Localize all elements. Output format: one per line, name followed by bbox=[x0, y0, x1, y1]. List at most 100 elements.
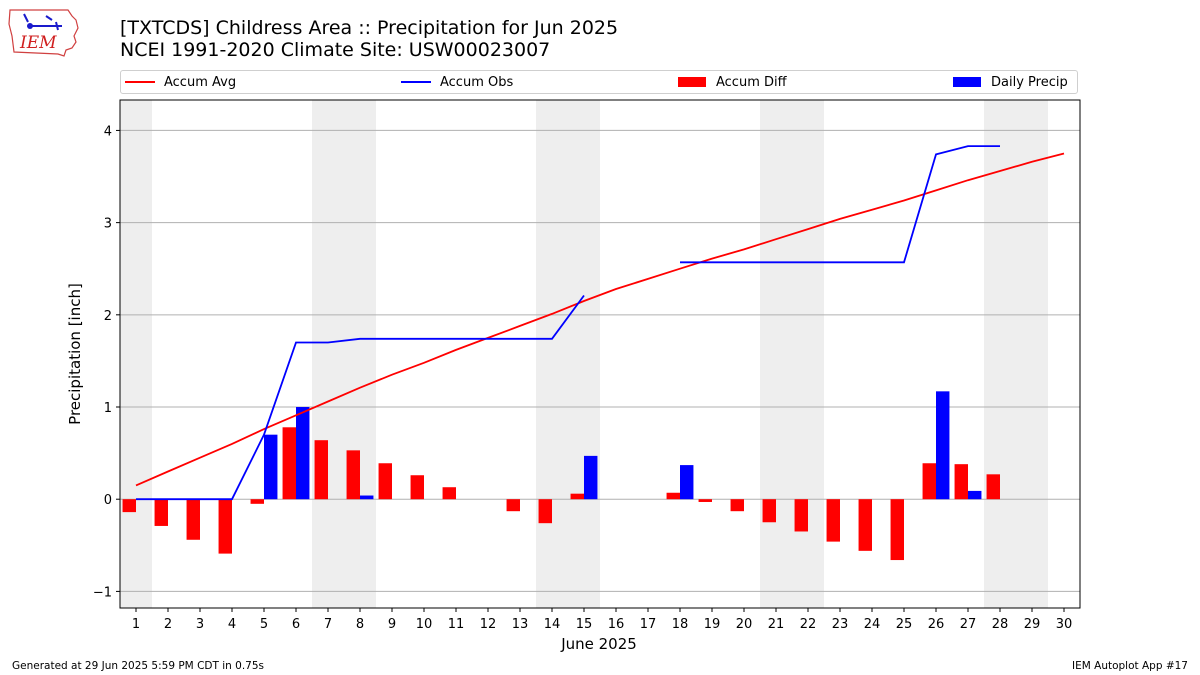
y-tick-label: 3 bbox=[104, 217, 112, 232]
line-accum-obs bbox=[680, 145, 1000, 264]
footer-generated-info: Generated at 29 Jun 2025 5:59 PM CDT in … bbox=[12, 660, 265, 672]
legend-label-accum-obs: Accum Obs bbox=[440, 74, 514, 90]
bar-accum-diff bbox=[282, 427, 296, 500]
bar-accum-diff bbox=[890, 499, 904, 561]
x-tick-label: 15 bbox=[576, 617, 593, 632]
x-tick-label: 16 bbox=[608, 617, 625, 632]
bar-accum-diff bbox=[442, 487, 456, 500]
legend-label-daily-precip: Daily Precip bbox=[991, 74, 1068, 90]
bar-daily-precip bbox=[360, 495, 374, 500]
bar-accum-diff bbox=[570, 493, 584, 500]
bar-accum-diff bbox=[826, 499, 840, 542]
bar-accum-diff bbox=[218, 499, 232, 554]
x-tick-label: 19 bbox=[704, 617, 721, 632]
legend-label-accum-avg: Accum Avg bbox=[164, 74, 237, 90]
bar-accum-diff bbox=[986, 474, 1000, 500]
y-tick-label: 1 bbox=[104, 401, 112, 416]
x-tick-label: 1 bbox=[132, 617, 140, 632]
legend-swatch-accum-avg bbox=[125, 81, 155, 83]
weekend-band-0 bbox=[120, 100, 152, 608]
legend-swatch-accum-obs bbox=[401, 81, 431, 83]
legend-swatch-daily-precip bbox=[953, 77, 981, 87]
y-tick-label: 4 bbox=[104, 124, 112, 139]
bar-accum-diff bbox=[730, 499, 744, 512]
x-tick-label: 8 bbox=[356, 617, 364, 632]
bar-accum-diff bbox=[506, 499, 520, 512]
legend-item-accum-obs: Accum Obs bbox=[401, 71, 513, 93]
x-tick-label: 9 bbox=[388, 617, 396, 632]
x-tick-label: 7 bbox=[324, 617, 332, 632]
weekend-shading bbox=[120, 100, 1048, 608]
x-tick-label: 10 bbox=[416, 617, 433, 632]
x-tick-label: 4 bbox=[228, 617, 236, 632]
x-tick-label: 22 bbox=[800, 617, 817, 632]
bar-accum-diff bbox=[858, 499, 872, 551]
bar-accum-diff bbox=[186, 499, 200, 540]
legend-label-accum-diff: Accum Diff bbox=[716, 74, 787, 90]
logo-text: IEM bbox=[19, 33, 57, 53]
x-tick-label: 25 bbox=[896, 617, 913, 632]
bar-daily-precip bbox=[936, 391, 950, 500]
x-tick-label: 29 bbox=[1024, 617, 1041, 632]
line-accum-avg bbox=[135, 152, 1065, 487]
bar-accum-diff bbox=[922, 463, 936, 500]
iem-logo: IEM bbox=[8, 9, 79, 57]
y-tick-label: 0 bbox=[104, 493, 112, 508]
footer-app-info: IEM Autoplot App #17 bbox=[1072, 660, 1188, 672]
bar-accum-diff bbox=[410, 475, 424, 500]
x-tick-label: 2 bbox=[164, 617, 172, 632]
x-tick-label: 18 bbox=[672, 617, 689, 632]
bar-daily-precip bbox=[680, 465, 694, 500]
bar-daily-precip bbox=[968, 490, 982, 500]
iowa-outline-shape bbox=[8, 9, 79, 57]
bar-accum-diff bbox=[698, 499, 712, 502]
bar-accum-diff bbox=[794, 499, 808, 532]
bar-accum-diff bbox=[666, 492, 680, 500]
legend: Accum Avg Accum Obs Accum Diff Daily Pre… bbox=[120, 70, 1078, 94]
x-tick-label: 5 bbox=[260, 617, 268, 632]
x-tick-label: 26 bbox=[928, 617, 945, 632]
weekend-band-2 bbox=[536, 100, 600, 608]
x-tick-label: 21 bbox=[768, 617, 785, 632]
bar-accum-diff bbox=[378, 463, 392, 500]
x-tick-label: 24 bbox=[864, 617, 881, 632]
y-tick-label: −1 bbox=[93, 585, 112, 600]
series-lines bbox=[135, 145, 1065, 501]
x-tick-label: 3 bbox=[196, 617, 204, 632]
x-tick-label: 27 bbox=[960, 617, 977, 632]
bar-daily-precip bbox=[584, 455, 598, 500]
bar-accum-diff bbox=[538, 499, 552, 524]
x-axis-label: June 2025 bbox=[560, 635, 637, 653]
x-tick-label: 6 bbox=[292, 617, 300, 632]
legend-item-daily-precip: Daily Precip bbox=[953, 71, 1068, 93]
x-tick-label: 17 bbox=[640, 617, 657, 632]
weekend-band-3 bbox=[760, 100, 824, 608]
x-tick-label: 30 bbox=[1056, 617, 1073, 632]
weekend-band-1 bbox=[312, 100, 376, 608]
x-tick-label: 13 bbox=[512, 617, 529, 632]
station-dot bbox=[27, 23, 33, 29]
x-tick-label: 11 bbox=[448, 617, 465, 632]
legend-item-accum-diff: Accum Diff bbox=[678, 71, 787, 93]
line-accum-obs bbox=[136, 294, 585, 501]
x-tick-label: 14 bbox=[544, 617, 561, 632]
bar-accum-diff bbox=[122, 499, 136, 513]
legend-swatch-accum-diff bbox=[678, 77, 706, 87]
bar-accum-diff bbox=[954, 464, 968, 500]
bar-accum-diff bbox=[250, 499, 264, 504]
y-tick-label: 2 bbox=[104, 309, 112, 324]
chart-subtitle: NCEI 1991-2020 Climate Site: USW00023007 bbox=[120, 39, 551, 61]
y-axis-label: Precipitation [inch] bbox=[66, 283, 84, 425]
bar-accum-diff bbox=[314, 440, 328, 500]
legend-item-accum-avg: Accum Avg bbox=[125, 71, 236, 93]
bar-accum-diff bbox=[154, 499, 168, 526]
weather-symbols bbox=[23, 13, 62, 31]
x-tick-label: 23 bbox=[832, 617, 849, 632]
chart-title: [TXTCDS] Childress Area :: Precipitation… bbox=[120, 17, 619, 39]
bar-daily-precip bbox=[264, 434, 278, 500]
x-tick-label: 20 bbox=[736, 617, 753, 632]
gridlines bbox=[120, 129, 1080, 592]
bar-daily-precip bbox=[296, 407, 310, 500]
